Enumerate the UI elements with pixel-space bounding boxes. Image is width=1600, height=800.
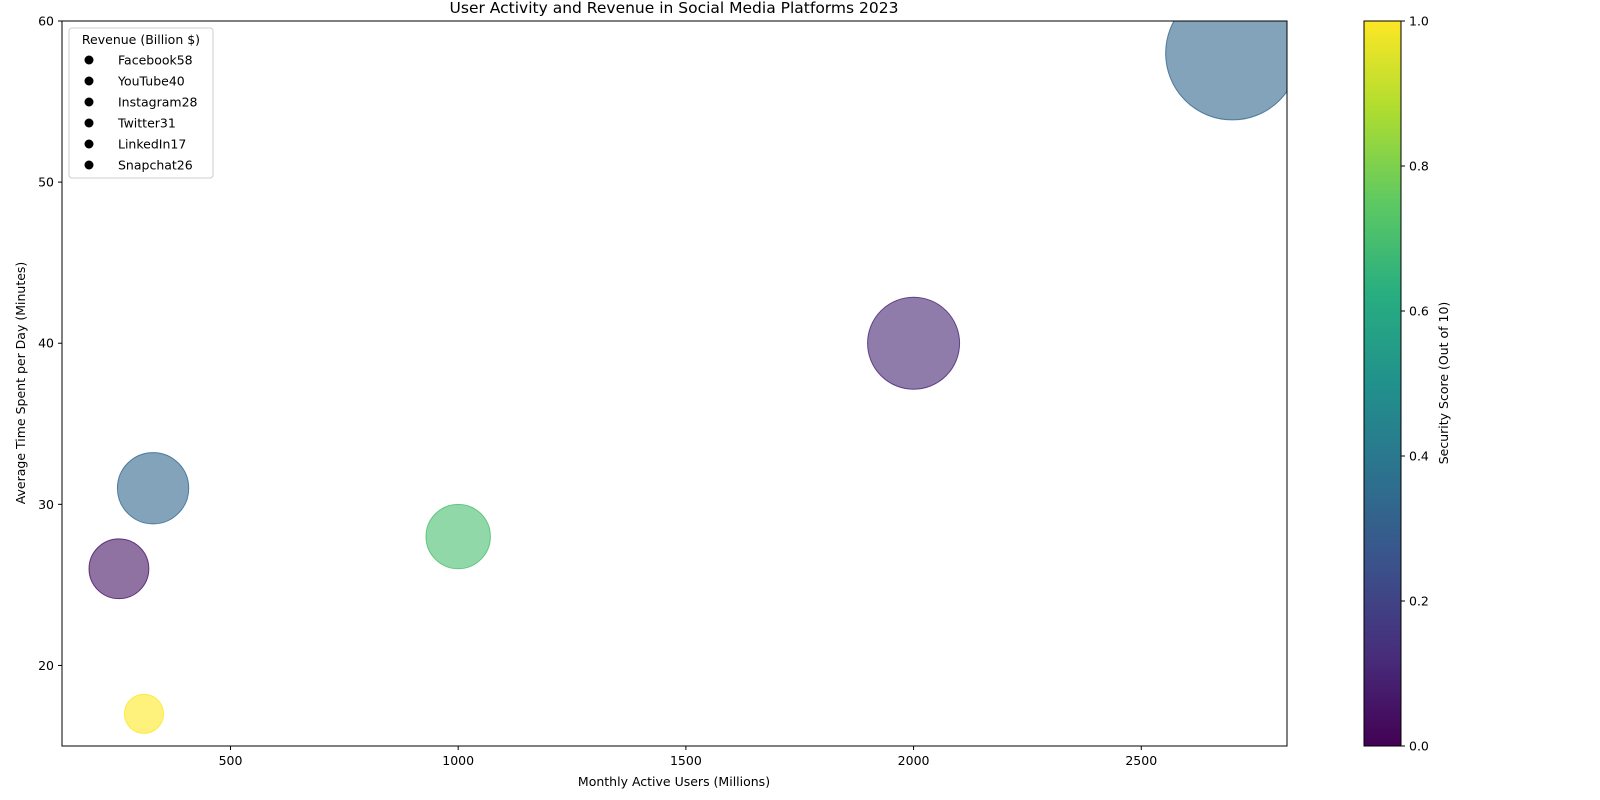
y-axis-ticks: 20 30 40 50 60 [38, 14, 62, 673]
x-tick-label: 2000 [898, 753, 930, 768]
x-axis-ticks: 500 1000 1500 2000 2500 [219, 746, 1157, 768]
colorbar-ticks: 0.0 0.2 0.4 0.6 0.8 1.0 [1401, 14, 1429, 754]
legend-box [68, 27, 214, 179]
data-points [88, 21, 1287, 734]
y-tick-label: 60 [38, 14, 54, 29]
colorbar-tick-label: 0.0 [1409, 739, 1429, 754]
y-tick-label: 40 [38, 336, 54, 351]
colorbar-tick-label: 0.8 [1409, 159, 1429, 174]
y-tick-label: 20 [38, 658, 54, 673]
legend-marker [84, 118, 94, 128]
legend-entries: Facebook58 YouTube40 Instagram28 Twitter31 L… [84, 53, 198, 173]
bubble-3 [116, 452, 190, 525]
colorbar-tick-label: 1.0 [1409, 14, 1429, 29]
colorbar-tick-label: 0.6 [1409, 304, 1429, 319]
legend-marker [84, 76, 94, 86]
bubble-1 [867, 296, 961, 390]
chart-title: User Activity and Revenue in Social Medi… [450, 0, 899, 17]
plot-frame [61, 20, 1288, 747]
y-tick-label: 50 [38, 175, 54, 190]
colorbar [1363, 20, 1402, 747]
bubble-4 [123, 693, 165, 734]
legend-marker [84, 139, 94, 149]
legend-entry-label: LinkedIn17 [118, 137, 186, 152]
bubble-5 [88, 538, 150, 600]
x-axis-label: Monthly Active Users (Millions) [578, 774, 770, 789]
legend: Revenue (Billion $) Facebook58 YouTube40 I… [68, 27, 214, 179]
colorbar-tick-label: 0.2 [1409, 594, 1429, 609]
legend-entry-label: Twitter31 [117, 116, 176, 131]
x-tick-label: 2500 [1125, 753, 1157, 768]
colorbar-tick-label: 0.4 [1409, 449, 1429, 464]
bubble-0 [1165, 21, 1287, 121]
legend-entry-label: Facebook58 [118, 53, 193, 68]
y-axis-label: Average Time Spent per Day (Minutes) [13, 262, 28, 505]
x-tick-label: 1500 [670, 753, 702, 768]
colorbar-label: Security Score (Out of 10) [1436, 302, 1451, 465]
legend-entry-label: YouTube40 [117, 74, 185, 89]
y-tick-label: 30 [38, 497, 54, 512]
legend-title: Revenue (Billion $) [82, 32, 200, 47]
legend-entry-label: Snapchat26 [118, 158, 193, 173]
bubble-2 [425, 503, 491, 570]
legend-entry-label: Instagram28 [118, 95, 198, 110]
legend-marker [84, 97, 94, 107]
legend-marker [84, 55, 94, 65]
legend-marker [84, 160, 94, 170]
x-tick-label: 500 [219, 753, 243, 768]
x-tick-label: 1000 [442, 753, 474, 768]
